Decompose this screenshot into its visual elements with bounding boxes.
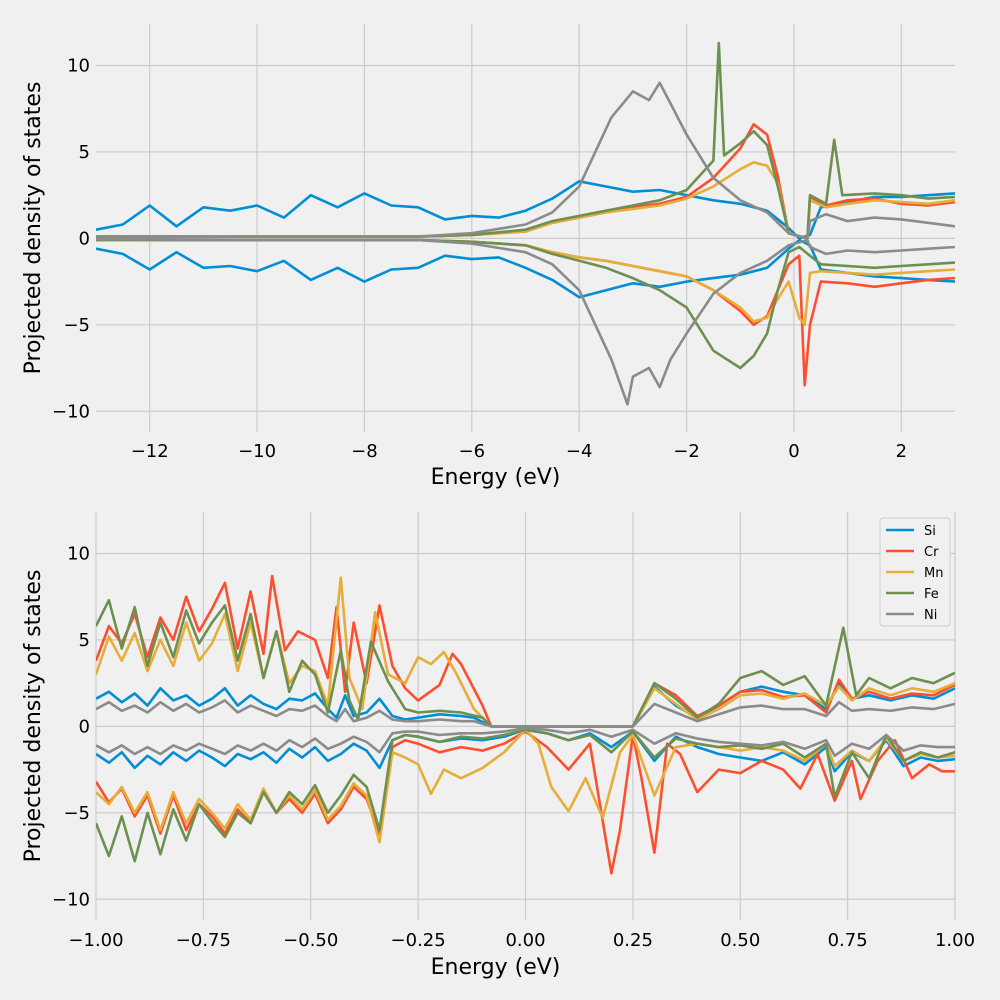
- x-tick-label: −0.25: [391, 930, 446, 951]
- x-tick-label: −4: [566, 441, 593, 462]
- chart-panel-zoomed: −1.00 −0.75 −0.50 −0.25 0.00 0.25 0.50 0.75 1.00…: [21, 512, 975, 980]
- series-line-fe-up: [96, 41, 955, 240]
- x-tick-label: 0.25: [613, 930, 653, 951]
- legend-label-mn: Mn: [924, 566, 943, 581]
- series-line-cr-up: [96, 574, 955, 728]
- series-group: [96, 574, 955, 875]
- x-tick-label: 0.00: [505, 930, 545, 951]
- series-line-cr-down: [96, 238, 955, 387]
- series-line-ni-down: [96, 237, 955, 406]
- series-group: [96, 41, 955, 406]
- series-line-cr-up: [96, 123, 955, 240]
- y-tick-label: 5: [79, 142, 90, 163]
- x-tick-label: −0.75: [176, 930, 231, 951]
- series-line-fe-up: [96, 598, 955, 728]
- series-line-ni-down: [96, 726, 955, 758]
- series-line-ni-up: [96, 699, 955, 728]
- series-line-fe-down: [96, 728, 955, 863]
- series-line-si-down: [96, 238, 955, 299]
- series-line-mn-up: [96, 161, 955, 240]
- legend-label-ni: Ni: [924, 608, 937, 623]
- x-tick-label: 0.50: [720, 930, 760, 951]
- x-axis-label: Energy (eV): [431, 465, 561, 490]
- y-tick-label: 10: [67, 543, 90, 564]
- series-line-cr-down: [96, 730, 955, 875]
- y-tick-label: −10: [52, 889, 90, 910]
- y-tick-label: 0: [79, 716, 90, 737]
- x-tick-label: 1.00: [935, 930, 975, 951]
- x-tick-label: −12: [131, 441, 169, 462]
- series-line-si-up: [96, 180, 955, 240]
- series-line-mn-down: [96, 728, 955, 844]
- legend: Si Cr Mn Fe Ni: [879, 517, 951, 627]
- y-axis-label: Projected density of states: [21, 82, 46, 375]
- y-tick-label: −10: [52, 401, 90, 422]
- chart-panel-full-range: −12 −10 −8 −6 −4 −2 0 2 −10 −5 0 5 10 Energy (eV) Proj…: [21, 24, 955, 490]
- y-tick-label: 10: [67, 55, 90, 76]
- legend-label-fe: Fe: [924, 587, 939, 602]
- x-tick-label: 2: [896, 441, 907, 462]
- y-tick-label: 5: [79, 630, 90, 651]
- legend-label-cr: Cr: [924, 545, 939, 560]
- x-axis-label: Energy (eV): [431, 955, 561, 980]
- series-line-fe-down: [96, 238, 955, 370]
- y-axis-label: Projected density of states: [21, 570, 46, 863]
- x-tick-label: −6: [459, 441, 486, 462]
- x-tick-label: −2: [673, 441, 700, 462]
- x-tick-label: 0: [788, 441, 799, 462]
- legend-box: [879, 517, 951, 627]
- legend-label-si: Si: [924, 524, 936, 539]
- x-tick-label: −0.50: [283, 930, 338, 951]
- y-tick-label: 0: [79, 228, 90, 249]
- y-tick-label: −5: [63, 315, 90, 336]
- y-tick-label: −5: [63, 803, 90, 824]
- x-tick-label: −1.00: [68, 930, 123, 951]
- x-tick-label: −8: [351, 441, 378, 462]
- series-line-ni-up: [96, 81, 955, 240]
- x-tick-label: −10: [238, 441, 276, 462]
- series-line-mn-up: [96, 576, 955, 728]
- x-tick-label: 0.75: [828, 930, 868, 951]
